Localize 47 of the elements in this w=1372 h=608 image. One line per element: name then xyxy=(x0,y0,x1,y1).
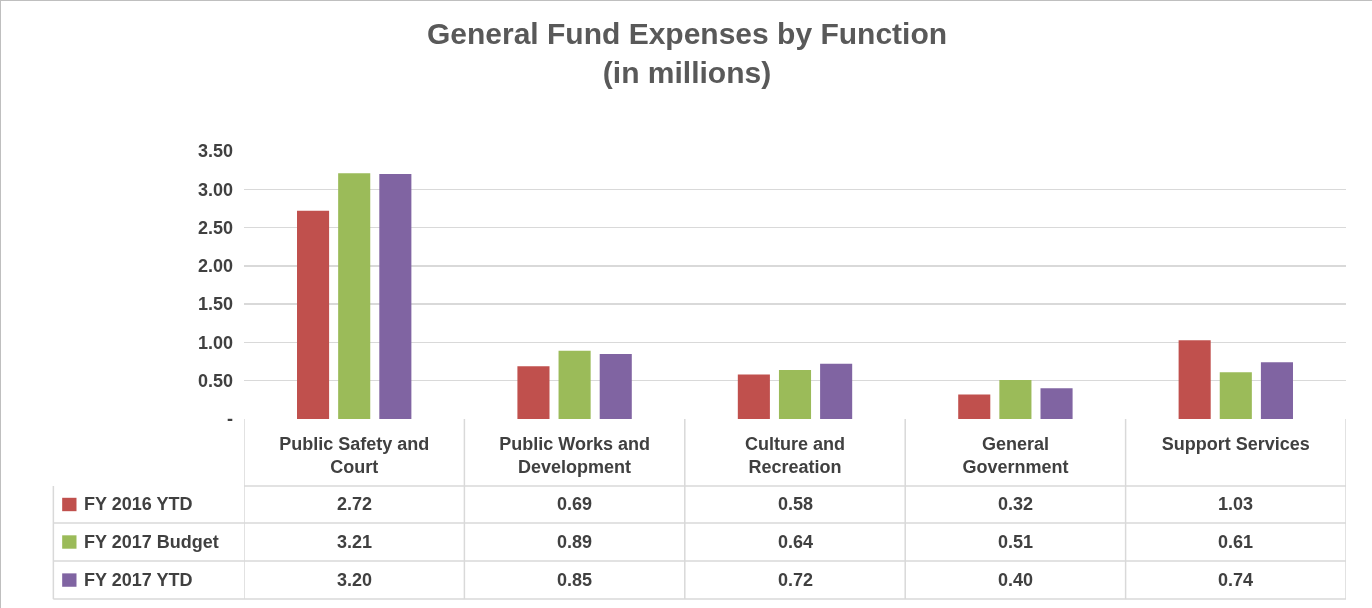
data-label: 2.72 xyxy=(337,494,373,514)
bar xyxy=(1260,362,1293,419)
data-label: 1.03 xyxy=(1218,494,1254,514)
data-label: 0.32 xyxy=(998,494,1034,514)
bar xyxy=(558,350,591,419)
bar xyxy=(1178,340,1211,419)
bar xyxy=(820,363,853,419)
bar xyxy=(737,374,770,419)
bar xyxy=(599,353,632,419)
bar xyxy=(517,366,550,419)
bar xyxy=(297,210,330,419)
x-tick-label: Public Safety and Court xyxy=(279,434,430,478)
bar xyxy=(958,394,991,419)
y-tick-label: 0.50 xyxy=(197,371,233,392)
y-tick-label: 1.00 xyxy=(197,332,233,353)
bar xyxy=(338,173,371,419)
data-label: 0.72 xyxy=(778,570,814,590)
data-label: 3.20 xyxy=(337,570,373,590)
data-label: 0.74 xyxy=(1218,570,1254,590)
chart-title: General Fund Expenses by Function (in millions) xyxy=(426,16,948,89)
legend-label: FY 2016 YTD xyxy=(84,494,193,514)
y-tick-label: - xyxy=(227,409,233,430)
data-label: 0.40 xyxy=(998,570,1034,590)
data-label: 3.21 xyxy=(337,532,373,552)
bar xyxy=(999,379,1032,419)
data-label: 0.69 xyxy=(557,494,593,514)
x-tick-label: Support Services xyxy=(1161,434,1310,454)
data-label: 0.61 xyxy=(1218,532,1254,552)
bar xyxy=(379,173,412,419)
legend-label: FY 2017 Budget xyxy=(84,532,219,552)
y-tick-label: 1.50 xyxy=(197,294,233,315)
data-label: 0.85 xyxy=(557,570,593,590)
x-tick-label: Culture and Recreation xyxy=(744,434,846,478)
x-tick-label: Public Works and Development xyxy=(499,434,650,478)
data-label: 0.89 xyxy=(557,532,593,552)
bar xyxy=(1219,372,1252,419)
data-label: 0.51 xyxy=(998,532,1034,552)
y-tick-label: 3.50 xyxy=(197,141,233,162)
bar xyxy=(778,369,812,419)
legend-label: FY 2017 YTD xyxy=(84,570,193,590)
data-label: 0.64 xyxy=(778,532,814,552)
y-tick-label: 2.50 xyxy=(197,217,233,238)
x-tick-label: General Government xyxy=(962,434,1069,478)
data-label: 0.58 xyxy=(778,494,814,514)
bar xyxy=(1040,388,1073,419)
y-tick-label: 2.00 xyxy=(197,256,233,277)
y-tick-label: 3.00 xyxy=(197,179,233,200)
